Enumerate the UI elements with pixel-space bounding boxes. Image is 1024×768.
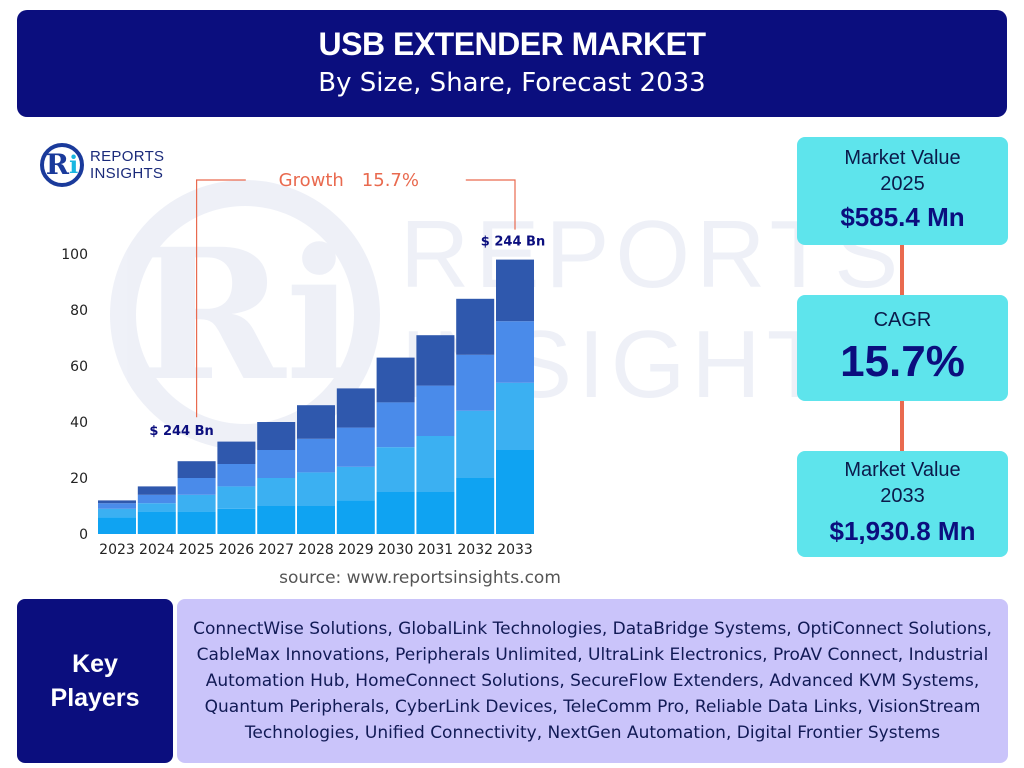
page-title: USB EXTENDER MARKET <box>318 26 706 62</box>
bar-segment <box>217 486 256 509</box>
bar-segment <box>98 517 136 534</box>
bar-segment <box>297 438 335 473</box>
market-value-2033-label: Market Value <box>844 459 961 481</box>
bar-segment <box>456 298 495 355</box>
bar-segment <box>376 447 415 492</box>
source-note: source: www.reportsinsights.com <box>279 568 561 588</box>
market-value-2033-year: 2033 <box>880 485 925 507</box>
key-players-label: Key Players <box>17 599 173 763</box>
bar-segment <box>177 494 216 512</box>
x-tick-label: 2031 <box>418 542 454 558</box>
x-tick-label: 2026 <box>219 542 255 558</box>
card-connector <box>900 401 904 451</box>
bar-segment <box>456 478 495 534</box>
card-connector <box>900 245 904 295</box>
market-value-2033-amount: $1,930.8 Mn <box>829 516 976 546</box>
bar-segment <box>257 422 296 450</box>
cagr-value: 15.7% <box>840 337 965 386</box>
bar-chart: 0 20 40 60 80 100 2023 2024 2025 2026 2027 2028 2029… <box>61 170 545 558</box>
bar-segment <box>496 382 534 450</box>
bar-segment <box>137 486 176 495</box>
x-tick-label: 2027 <box>258 542 294 558</box>
bar-segment <box>456 354 495 411</box>
bar-segment <box>98 503 136 509</box>
bar-segment <box>98 500 136 504</box>
y-tick-label: 60 <box>70 359 88 375</box>
bar-segment <box>177 461 216 478</box>
market-value-2025-year: 2025 <box>880 173 925 195</box>
bar-segment <box>217 464 256 487</box>
start-value-label: $ 244 Bn <box>149 424 213 439</box>
bar-segment <box>217 508 256 534</box>
bar-segment <box>297 472 335 506</box>
growth-value: 15.7% <box>362 170 419 191</box>
bar-segment <box>336 466 375 501</box>
bar-segment <box>416 436 455 492</box>
bar-segment <box>496 450 534 534</box>
x-tick-label: 2023 <box>99 542 135 558</box>
bar-segment <box>496 321 534 383</box>
bar-segment <box>336 388 375 428</box>
market-value-2025-card: Market Value 2025 $585.4 Mn <box>797 137 1008 245</box>
bar-segment <box>456 410 495 478</box>
y-tick-label: 0 <box>79 527 88 543</box>
bar-segment <box>297 405 335 439</box>
bar-segment <box>336 500 375 534</box>
growth-label: Growth <box>279 170 344 191</box>
bar-segment <box>376 357 415 403</box>
cagr-card: CAGR 15.7% <box>797 295 1008 401</box>
market-value-2025-amount: $585.4 Mn <box>840 202 965 232</box>
bar-segment <box>336 427 375 467</box>
bar-segment <box>297 506 335 534</box>
bar-segment <box>177 478 216 495</box>
logo-text: REPORTS INSIGHTS <box>90 148 165 182</box>
bar-segment <box>416 385 455 436</box>
bar-segment <box>98 508 136 518</box>
y-tick-label: 40 <box>70 415 88 431</box>
y-tick-label: 20 <box>70 471 88 487</box>
x-tick-label: 2033 <box>497 542 533 558</box>
bar-segment <box>217 441 256 464</box>
growth-bracket-right <box>465 179 516 230</box>
market-value-2033-card: Market Value 2033 $1,930.8 Mn <box>797 451 1008 557</box>
cagr-label: CAGR <box>873 309 932 331</box>
x-tick-label: 2030 <box>378 542 414 558</box>
bar-segment <box>376 402 415 448</box>
bar-segment <box>257 450 296 478</box>
y-tick-label: 80 <box>70 303 88 319</box>
bar-segment <box>177 511 216 534</box>
page-subtitle: By Size, Share, Forecast 2033 <box>318 68 706 98</box>
bar-segment <box>257 478 296 506</box>
x-tick-label: 2029 <box>338 542 374 558</box>
bar-segment <box>137 511 176 534</box>
growth-bracket-left <box>196 179 246 418</box>
x-tick-label: 2032 <box>457 542 493 558</box>
bar-segment <box>137 503 176 512</box>
bar-segment <box>416 335 455 386</box>
header-banner: USB EXTENDER MARKET By Size, Share, Fore… <box>17 10 1007 117</box>
key-players-list: ConnectWise Solutions, GlobalLink Techno… <box>177 599 1008 763</box>
bar-segment <box>496 259 534 322</box>
y-tick-label: 100 <box>61 247 88 263</box>
bar-segment <box>137 494 176 504</box>
end-value-label: $ 244 Bn <box>481 235 545 250</box>
bar-segment <box>376 492 415 534</box>
x-tick-label: 2025 <box>179 542 215 558</box>
bar-segment <box>257 506 296 534</box>
bar-segment <box>416 492 455 534</box>
x-tick-label: 2028 <box>298 542 334 558</box>
x-tick-label: 2024 <box>139 542 175 558</box>
market-value-2025-label: Market Value <box>844 147 961 169</box>
